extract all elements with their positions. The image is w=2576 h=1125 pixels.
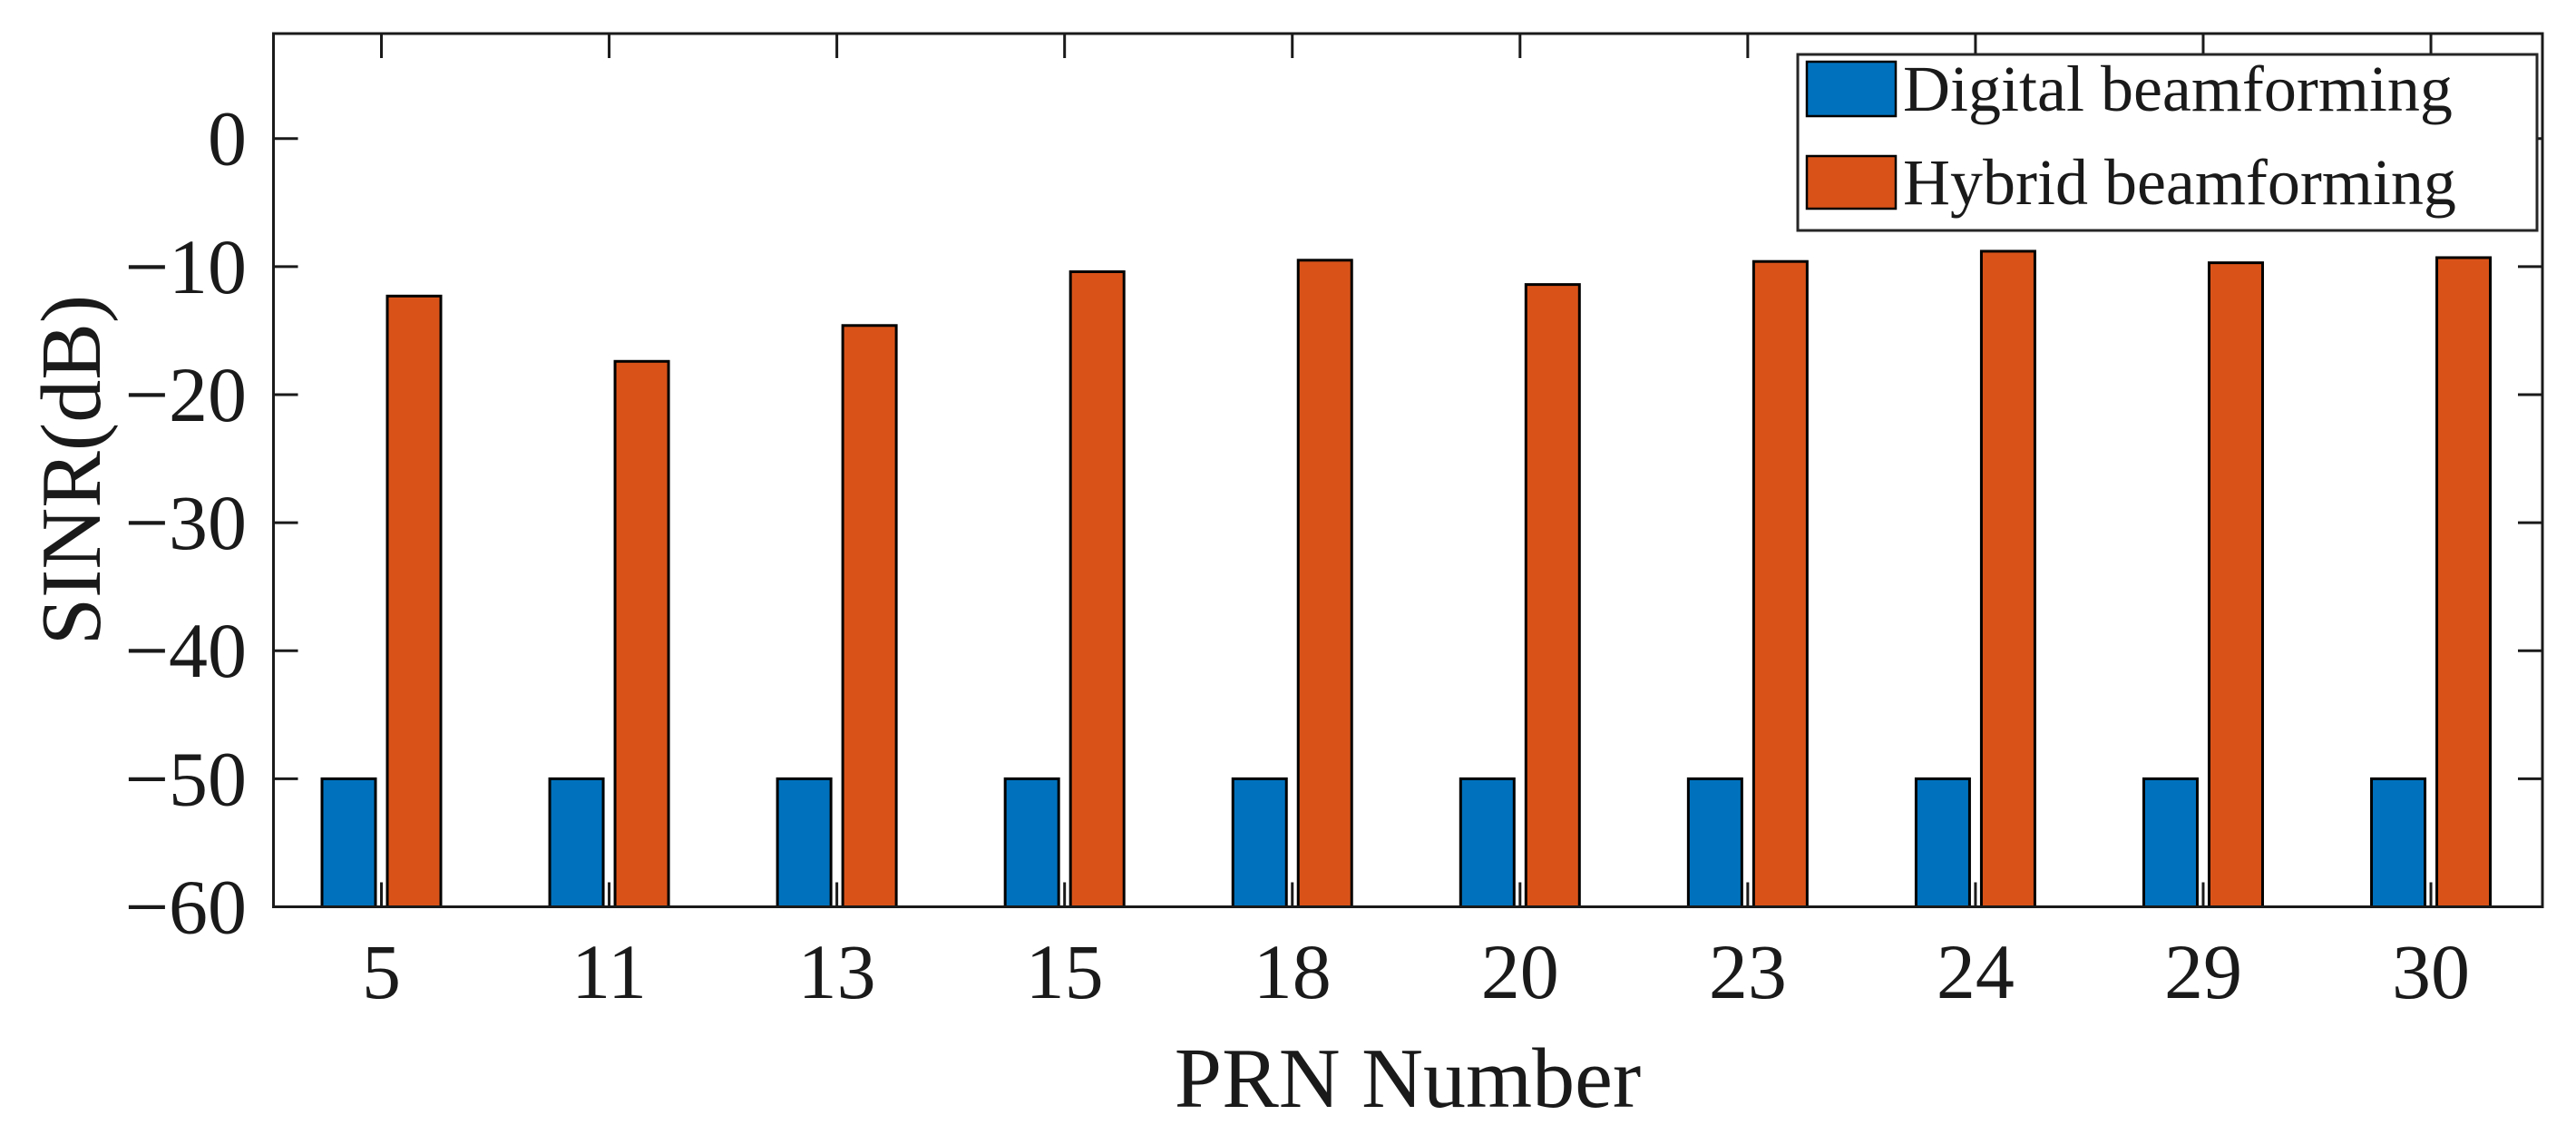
bar-hybrid-beamforming-prn-11 [613, 359, 670, 908]
bar-hybrid-beamforming-prn-18 [1296, 259, 1353, 908]
bar-hybrid-beamforming-prn-24 [1979, 249, 2036, 908]
bar-digital-beamforming-prn-15 [1003, 777, 1060, 908]
bar-hybrid-beamforming-prn-23 [1751, 259, 1809, 909]
y-tick-label--60: −60 [124, 864, 247, 951]
y-axis-label: SINR(dB) [24, 295, 119, 645]
legend-box [1796, 53, 2539, 232]
bar-digital-beamforming-prn-5 [320, 777, 377, 908]
bar-hybrid-beamforming-prn-30 [2435, 256, 2493, 908]
x-tick-label-24: 24 [1937, 928, 2015, 1015]
y-tick-label-0: 0 [208, 95, 247, 182]
y-tick-label--40: −40 [124, 607, 247, 694]
plot-border [272, 32, 2544, 908]
bar-digital-beamforming-prn-30 [2370, 777, 2427, 908]
x-tick-label-11: 11 [571, 928, 647, 1015]
x-tick-label-13: 13 [798, 928, 876, 1015]
bar-digital-beamforming-prn-24 [1914, 777, 1971, 908]
bar-hybrid-beamforming-prn-29 [2207, 261, 2264, 908]
legend: Digital beamforming Hybrid beamforming [1796, 53, 2539, 232]
bar-digital-beamforming-prn-11 [548, 777, 605, 908]
legend-swatch-digital-beamforming [1805, 60, 1898, 118]
legend-label-hybrid-beamforming: Hybrid beamforming [1903, 146, 2456, 219]
bar-digital-beamforming-prn-20 [1459, 777, 1516, 908]
bar-digital-beamforming-prn-18 [1231, 777, 1288, 908]
x-tick-label-20: 20 [1481, 928, 1559, 1015]
legend-swatch-hybrid-beamforming [1805, 154, 1898, 210]
bar-hybrid-beamforming-prn-15 [1068, 270, 1126, 908]
y-tick-label--20: −20 [124, 351, 247, 438]
bar-hybrid-beamforming-prn-13 [841, 324, 898, 909]
bar-digital-beamforming-prn-29 [2142, 777, 2199, 908]
legend-label-digital-beamforming: Digital beamforming [1903, 53, 2453, 125]
bar-digital-beamforming-prn-23 [1686, 777, 1743, 908]
x-tick-label-23: 23 [1709, 928, 1787, 1015]
y-tick-label--30: −30 [124, 479, 247, 566]
x-axis-label: PRN Number [1175, 1032, 1641, 1125]
x-tick-label-5: 5 [362, 928, 401, 1015]
y-tick-label--10: −10 [124, 223, 247, 310]
x-tick-label-30: 30 [2392, 928, 2470, 1015]
bar-digital-beamforming-prn-13 [776, 777, 833, 908]
x-tick-label-15: 15 [1026, 928, 1104, 1015]
y-tick-label--50: −50 [124, 735, 247, 822]
bar-hybrid-beamforming-prn-20 [1524, 283, 1581, 908]
x-tick-label-29: 29 [2164, 928, 2242, 1015]
bar-hybrid-beamforming-prn-5 [385, 294, 443, 908]
x-tick-label-18: 18 [1254, 928, 1332, 1015]
